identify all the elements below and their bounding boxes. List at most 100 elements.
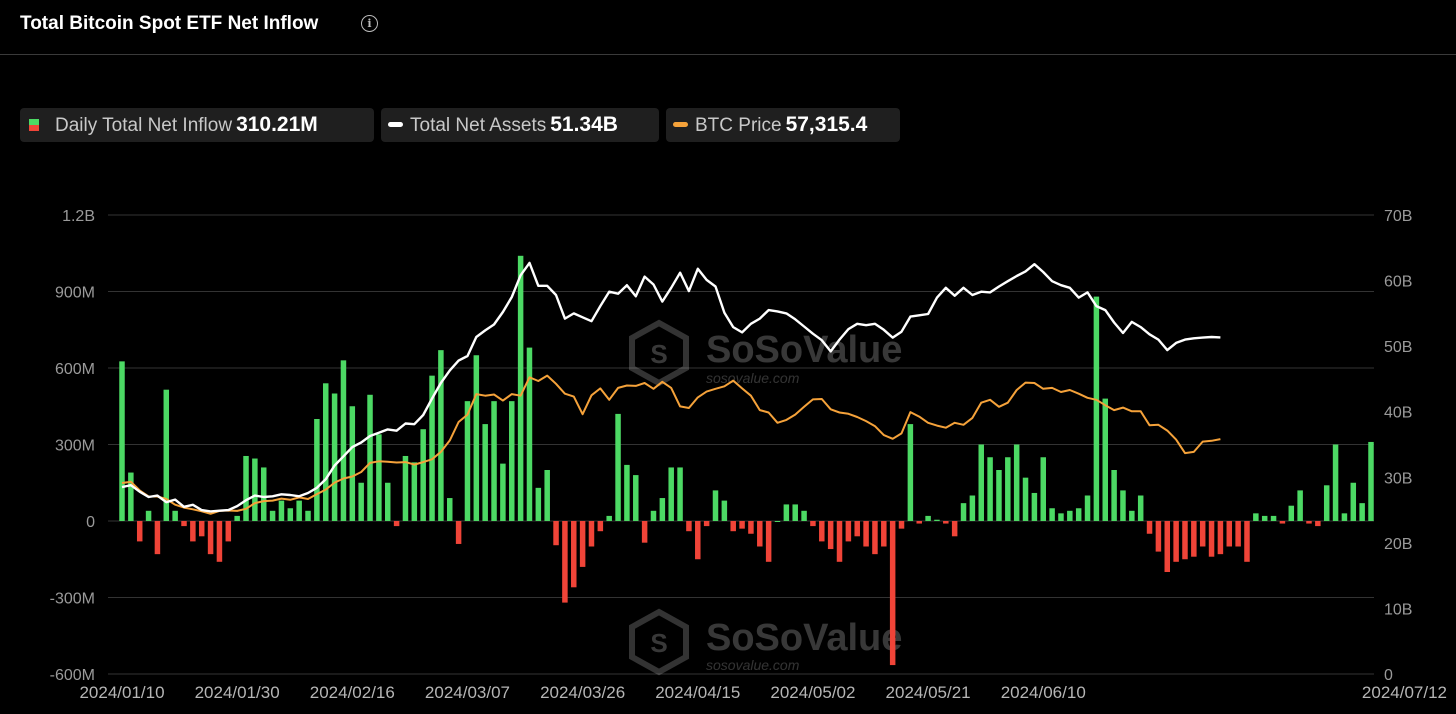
inflow-bar xyxy=(553,521,559,546)
legend-value: 310.21M xyxy=(236,113,318,136)
info-icon[interactable]: i xyxy=(361,15,378,32)
inflow-bar xyxy=(172,510,178,521)
line-swatch-icon xyxy=(388,122,403,127)
inflow-bar xyxy=(677,467,683,521)
inflow-bar xyxy=(1137,495,1144,521)
inflow-bar xyxy=(863,521,869,547)
inflow-bar xyxy=(1235,521,1241,547)
inflow-bar xyxy=(571,521,577,588)
inflow-bar xyxy=(190,521,196,542)
inflow-bar xyxy=(216,521,223,562)
legend-value: 57,315.4 xyxy=(785,113,868,136)
inflow-bar xyxy=(1191,521,1197,557)
inflow-bar xyxy=(234,515,240,521)
inflow-bar xyxy=(1013,444,1020,521)
inflow-bar xyxy=(1332,444,1339,521)
inflow-bar xyxy=(544,470,550,521)
left-axis: 1.2B 900M 600M 300M 0 -300M -600M xyxy=(50,208,95,684)
left-tick-label: 0 xyxy=(86,514,95,531)
inflow-bar xyxy=(420,429,426,521)
inflow-bar xyxy=(907,424,914,521)
legend-item-net-assets[interactable]: Total Net Assets 51.34B xyxy=(381,108,659,142)
inflow-bar xyxy=(349,406,356,521)
inflow-bar xyxy=(659,498,666,521)
right-tick-label: 50B xyxy=(1384,339,1412,356)
inflow-bar xyxy=(473,355,480,521)
inflow-bar xyxy=(881,521,887,547)
inflow-bar xyxy=(314,419,320,521)
inflow-bar xyxy=(305,510,311,521)
inflow-bar xyxy=(712,490,719,521)
inflow-bar xyxy=(925,515,931,521)
x-tick-label: 2024/07/12 xyxy=(1362,683,1447,702)
inflow-bar xyxy=(1129,510,1135,521)
inflow-bar xyxy=(1093,296,1100,521)
inflow-bar xyxy=(1173,521,1179,562)
inflow-bar xyxy=(1075,508,1082,521)
inflow-bar xyxy=(1084,495,1091,521)
inflow-bar xyxy=(1217,521,1224,555)
inflow-bar xyxy=(1226,521,1233,547)
inflow-bar xyxy=(1306,521,1312,524)
legend-label: BTC Price xyxy=(695,115,782,136)
inflow-bar xyxy=(296,500,302,521)
inflow-bar xyxy=(668,467,674,521)
legend-value: 51.34B xyxy=(550,113,618,136)
inflow-bar xyxy=(482,424,488,521)
inflow-bar xyxy=(1297,490,1303,521)
inflow-bar xyxy=(331,393,338,521)
inflow-bar xyxy=(340,360,347,521)
inflow-bar xyxy=(978,444,984,521)
x-tick-label: 2024/02/16 xyxy=(310,683,395,702)
left-tick-label: 300M xyxy=(55,438,95,455)
inflow-bar xyxy=(1120,490,1126,521)
inflow-bar xyxy=(526,347,533,521)
inflow-bar xyxy=(969,495,976,521)
inflow-bar xyxy=(934,519,940,521)
inflow-bar xyxy=(1244,521,1250,562)
inflow-bar xyxy=(119,361,125,521)
left-tick-label: 600M xyxy=(55,361,95,378)
inflow-bar xyxy=(641,521,648,543)
inflow-bar xyxy=(996,470,1002,521)
right-tick-label: 0 xyxy=(1384,667,1393,684)
chart-title: Total Bitcoin Spot ETF Net Inflow xyxy=(20,13,319,34)
inflow-bar xyxy=(393,521,400,527)
inflow-bar xyxy=(145,510,152,521)
inflow-bar xyxy=(1253,513,1259,521)
inflow-bar xyxy=(252,458,258,521)
inflow-bar xyxy=(163,389,170,521)
inflow-bar xyxy=(1067,510,1073,521)
x-tick-label: 2024/01/10 xyxy=(79,683,164,702)
watermark-site: sosovalue.com xyxy=(706,657,800,673)
inflow-bar xyxy=(260,467,267,521)
inflow-bar xyxy=(367,394,373,521)
x-axis: 2024/01/10 2024/01/30 2024/02/16 2024/03/07… xyxy=(79,683,1447,702)
inflow-bar xyxy=(198,521,205,537)
inflow-bar xyxy=(1022,477,1029,521)
inflow-bar xyxy=(1208,521,1215,557)
inflow-bar xyxy=(730,521,736,532)
inflow-bar xyxy=(748,521,754,534)
inflow-bar xyxy=(774,521,781,522)
inflow-bar xyxy=(509,401,515,521)
inflow-bar xyxy=(943,521,949,524)
inflow-bar xyxy=(765,521,772,562)
inflow-bar xyxy=(455,521,462,544)
legend-item-btc-price[interactable]: BTC Price 57,315.4 xyxy=(666,108,900,142)
inflow-bar xyxy=(845,521,852,542)
right-tick-label: 70B xyxy=(1384,208,1412,225)
inflow-bar xyxy=(633,475,639,521)
legend-label: Total Net Assets xyxy=(410,115,547,136)
inflow-bar xyxy=(128,472,134,521)
line-swatch-icon xyxy=(673,122,688,127)
inflow-bar xyxy=(615,413,621,521)
inflow-bar xyxy=(695,521,701,560)
right-tick-label: 40B xyxy=(1384,405,1412,422)
inflow-bar xyxy=(1182,521,1188,560)
inflow-bar xyxy=(1288,505,1295,521)
right-axis: 70B 60B 50B 40B 30B 20B 10B 0 xyxy=(1384,208,1412,684)
legend-item-daily-inflow[interactable]: Daily Total Net Inflow 310.21M xyxy=(20,108,374,142)
inflow-bar xyxy=(1279,521,1286,524)
